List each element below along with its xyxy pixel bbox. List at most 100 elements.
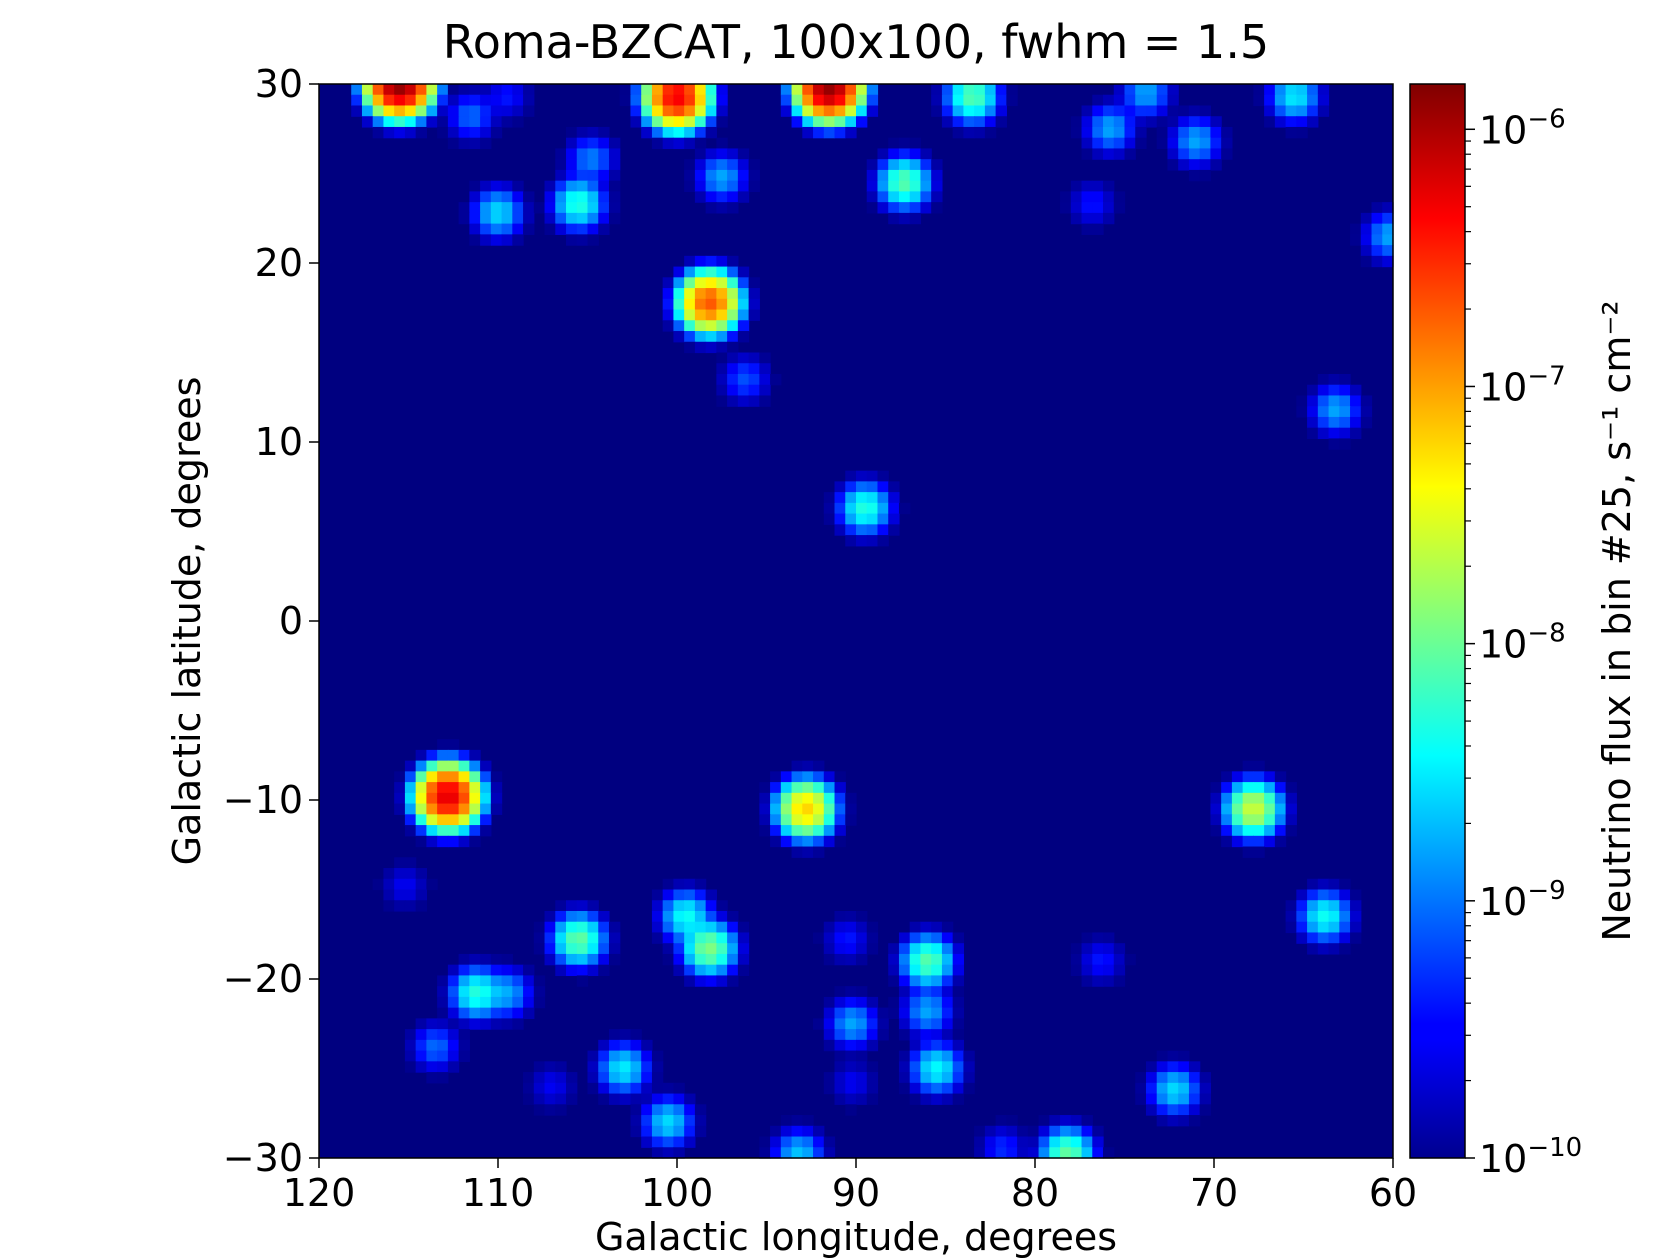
x-tick-label: 80 (1011, 1171, 1059, 1215)
heatmap-cell (447, 771, 460, 783)
heatmap-cell (458, 964, 470, 977)
heatmap-cell (941, 94, 954, 107)
heatmap-cell (426, 792, 438, 805)
heatmap-cell (555, 212, 567, 225)
heatmap-cell (641, 1039, 653, 1052)
heatmap-cell (1167, 1082, 1179, 1095)
heatmap-cell (469, 953, 481, 966)
heatmap-cell (963, 1050, 975, 1062)
heatmap-cell (1038, 1115, 1050, 1127)
heatmap-cell (490, 771, 503, 783)
heatmap-cell (1296, 116, 1308, 128)
heatmap-cell (1188, 126, 1201, 139)
heatmap-cell (727, 148, 739, 160)
heatmap-cell (909, 1018, 922, 1030)
heatmap-cell (845, 1072, 857, 1084)
heatmap-cell (1360, 234, 1373, 246)
heatmap-cell (888, 481, 900, 493)
heatmap-cell (1274, 792, 1287, 805)
heatmap-cell (1145, 94, 1158, 107)
heatmap-cell (888, 191, 900, 203)
heatmap-cell (845, 932, 857, 944)
heatmap-cell (1124, 953, 1136, 966)
heatmap-cell (694, 94, 707, 107)
heatmap-cell (1092, 202, 1104, 214)
heatmap-cell (941, 116, 954, 128)
heatmap-cell (1317, 94, 1330, 107)
heatmap-cell (501, 191, 513, 203)
heatmap-cell (662, 84, 675, 96)
heatmap-cell (415, 94, 427, 107)
heatmap-cell (1103, 191, 1115, 203)
heatmap-cell (1188, 159, 1201, 171)
heatmap-cell (1188, 148, 1201, 160)
x-tick-label: 70 (1190, 1171, 1238, 1215)
heatmap-cell (1274, 782, 1287, 794)
heatmap-cell (727, 910, 739, 923)
heatmap-cell (759, 782, 771, 794)
heatmap-cell (598, 126, 610, 139)
heatmap-cell (941, 84, 954, 96)
heatmap-cell (931, 202, 943, 214)
heatmap-cell (856, 953, 868, 966)
heatmap-cell (931, 975, 943, 987)
heatmap-cell (1156, 94, 1169, 107)
heatmap-cell (845, 953, 857, 966)
heatmap-cell (1103, 126, 1115, 139)
heatmap-cell (802, 1136, 814, 1148)
heatmap-cell (845, 986, 857, 998)
heatmap-cell (963, 1082, 975, 1095)
heatmap-cell (512, 180, 524, 192)
heatmap-cell (587, 1061, 599, 1073)
heatmap-cell (716, 932, 728, 944)
heatmap-cell (587, 900, 599, 912)
heatmap-cell (619, 1050, 632, 1062)
heatmap-cell (458, 986, 470, 998)
heatmap-cell (480, 116, 492, 128)
heatmap-cell (995, 1125, 1007, 1138)
heatmap-cell (1135, 1082, 1147, 1095)
heatmap-cell (866, 1029, 879, 1041)
heatmap-cell (694, 105, 707, 117)
heatmap-cell (1038, 1125, 1050, 1138)
heatmap-cell (705, 921, 717, 934)
heatmap-cell (941, 943, 954, 955)
heatmap-cell (802, 94, 814, 107)
heatmap-cell (490, 234, 503, 246)
heatmap-cell (426, 814, 438, 826)
heatmap-cell (759, 814, 771, 826)
heatmap-cell (823, 1082, 836, 1095)
heatmap-cell (1188, 137, 1201, 150)
heatmap-cell (372, 878, 385, 891)
heatmap-cell (437, 825, 449, 837)
heatmap-cell (856, 943, 868, 955)
heatmap-cell (566, 900, 578, 912)
heatmap-cell (866, 1018, 879, 1030)
heatmap-cell (1221, 814, 1233, 826)
heatmap-cell (394, 771, 406, 783)
heatmap-cell (1274, 835, 1287, 848)
heatmap-cell (920, 932, 932, 944)
heatmap-cell (920, 1018, 932, 1030)
heatmap-cell (437, 996, 449, 1009)
heatmap-cell (727, 298, 739, 311)
heatmap-cell (694, 320, 707, 332)
heatmap-cell (555, 1082, 567, 1095)
heatmap-cell (845, 481, 857, 493)
heatmap-cell (823, 105, 836, 117)
heatmap-cell (490, 986, 503, 998)
heatmap-cell (866, 94, 879, 107)
heatmap-cell (447, 1018, 460, 1030)
heatmap-cell (813, 126, 825, 139)
heatmap-cell (544, 943, 556, 955)
heatmap-cell (791, 1115, 803, 1127)
heatmap-cell (426, 94, 438, 107)
heatmap-cell (909, 1039, 922, 1052)
heatmap-cell (1081, 932, 1093, 944)
heatmap-cell (587, 202, 599, 214)
heatmap-cell (1231, 803, 1244, 815)
heatmap-cell (1006, 84, 1018, 96)
heatmap-cell (1274, 105, 1287, 117)
heatmap-cell (780, 782, 793, 794)
heatmap-cell (469, 964, 481, 977)
